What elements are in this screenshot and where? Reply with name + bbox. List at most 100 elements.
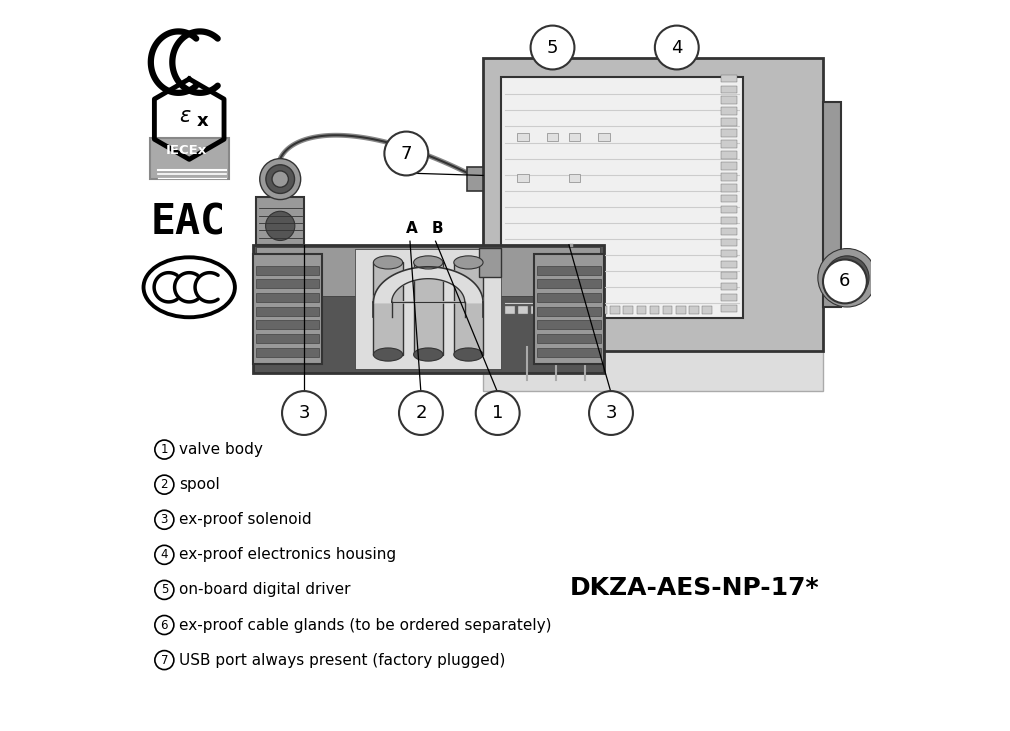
FancyBboxPatch shape [483, 349, 823, 391]
Text: on-board digital driver: on-board digital driver [179, 583, 350, 597]
FancyBboxPatch shape [636, 306, 646, 314]
Circle shape [155, 616, 174, 635]
FancyBboxPatch shape [256, 320, 319, 330]
Text: B: B [431, 221, 442, 236]
FancyBboxPatch shape [663, 306, 673, 314]
FancyBboxPatch shape [501, 77, 742, 318]
FancyBboxPatch shape [480, 248, 501, 277]
Text: 3: 3 [605, 404, 617, 422]
FancyBboxPatch shape [537, 279, 601, 288]
FancyBboxPatch shape [558, 306, 568, 314]
FancyBboxPatch shape [597, 306, 607, 314]
FancyBboxPatch shape [569, 174, 581, 183]
Text: ex-proof solenoid: ex-proof solenoid [179, 512, 312, 527]
Circle shape [834, 265, 861, 291]
Ellipse shape [374, 256, 403, 269]
FancyBboxPatch shape [598, 133, 609, 142]
Text: spool: spool [179, 477, 220, 492]
FancyBboxPatch shape [256, 266, 319, 275]
Circle shape [399, 391, 442, 435]
Text: 7: 7 [401, 145, 412, 162]
FancyBboxPatch shape [256, 348, 319, 357]
FancyBboxPatch shape [150, 138, 229, 179]
Circle shape [589, 391, 633, 435]
FancyBboxPatch shape [721, 162, 736, 170]
Text: 7: 7 [161, 654, 168, 667]
Circle shape [839, 270, 854, 285]
Text: EAC: EAC [150, 202, 225, 244]
FancyBboxPatch shape [721, 217, 736, 224]
FancyBboxPatch shape [721, 305, 736, 312]
FancyBboxPatch shape [414, 262, 442, 355]
FancyBboxPatch shape [689, 306, 699, 314]
Circle shape [155, 475, 174, 494]
FancyBboxPatch shape [534, 254, 604, 364]
Circle shape [476, 391, 519, 435]
FancyBboxPatch shape [256, 307, 319, 316]
Text: valve body: valve body [179, 442, 263, 457]
FancyBboxPatch shape [256, 293, 319, 302]
FancyBboxPatch shape [546, 133, 559, 142]
Text: A: A [406, 221, 418, 236]
Ellipse shape [453, 256, 483, 269]
FancyBboxPatch shape [518, 306, 527, 314]
FancyBboxPatch shape [537, 307, 601, 316]
Text: 1: 1 [492, 404, 503, 422]
Circle shape [155, 651, 174, 670]
Circle shape [825, 256, 869, 300]
Circle shape [530, 26, 575, 69]
FancyBboxPatch shape [702, 306, 712, 314]
Text: 2: 2 [161, 478, 168, 491]
FancyBboxPatch shape [721, 250, 736, 257]
FancyBboxPatch shape [721, 272, 736, 279]
Text: 3: 3 [161, 513, 168, 526]
Text: 5: 5 [161, 583, 168, 596]
Circle shape [260, 159, 301, 200]
Text: ex-proof cable glands (to be ordered separately): ex-proof cable glands (to be ordered sep… [179, 618, 551, 632]
Text: 6: 6 [839, 273, 850, 290]
Text: ex-proof electronics housing: ex-proof electronics housing [179, 548, 396, 562]
FancyBboxPatch shape [531, 306, 540, 314]
FancyBboxPatch shape [721, 184, 736, 192]
FancyBboxPatch shape [256, 334, 319, 343]
FancyBboxPatch shape [721, 283, 736, 290]
Text: 4: 4 [671, 39, 683, 56]
FancyBboxPatch shape [649, 306, 660, 314]
Text: 1: 1 [161, 443, 168, 456]
FancyBboxPatch shape [721, 107, 736, 115]
FancyBboxPatch shape [721, 140, 736, 148]
Text: USB port always present (factory plugged): USB port always present (factory plugged… [179, 653, 505, 667]
Text: 3: 3 [298, 404, 310, 422]
FancyBboxPatch shape [721, 261, 736, 268]
Text: 5: 5 [546, 39, 559, 56]
Ellipse shape [414, 348, 442, 361]
Circle shape [155, 580, 174, 599]
FancyBboxPatch shape [721, 96, 736, 104]
Text: 6: 6 [161, 618, 168, 632]
FancyBboxPatch shape [537, 348, 601, 357]
FancyBboxPatch shape [453, 262, 483, 355]
FancyBboxPatch shape [505, 306, 514, 314]
FancyBboxPatch shape [252, 245, 604, 373]
Ellipse shape [414, 256, 442, 269]
FancyBboxPatch shape [252, 254, 322, 364]
FancyBboxPatch shape [721, 75, 736, 82]
FancyBboxPatch shape [823, 102, 841, 307]
FancyBboxPatch shape [721, 173, 736, 181]
FancyBboxPatch shape [569, 133, 581, 142]
FancyBboxPatch shape [721, 228, 736, 235]
FancyBboxPatch shape [571, 306, 581, 314]
FancyBboxPatch shape [517, 133, 529, 142]
Ellipse shape [374, 348, 403, 361]
FancyBboxPatch shape [537, 293, 601, 302]
Text: 2: 2 [415, 404, 426, 422]
Circle shape [272, 171, 289, 187]
Ellipse shape [453, 348, 483, 361]
FancyBboxPatch shape [544, 306, 553, 314]
FancyBboxPatch shape [374, 262, 403, 355]
Circle shape [823, 260, 867, 303]
FancyBboxPatch shape [483, 58, 823, 351]
Circle shape [266, 211, 295, 240]
FancyBboxPatch shape [721, 206, 736, 213]
Text: DKZA-AES-NP-17*: DKZA-AES-NP-17* [571, 577, 820, 600]
